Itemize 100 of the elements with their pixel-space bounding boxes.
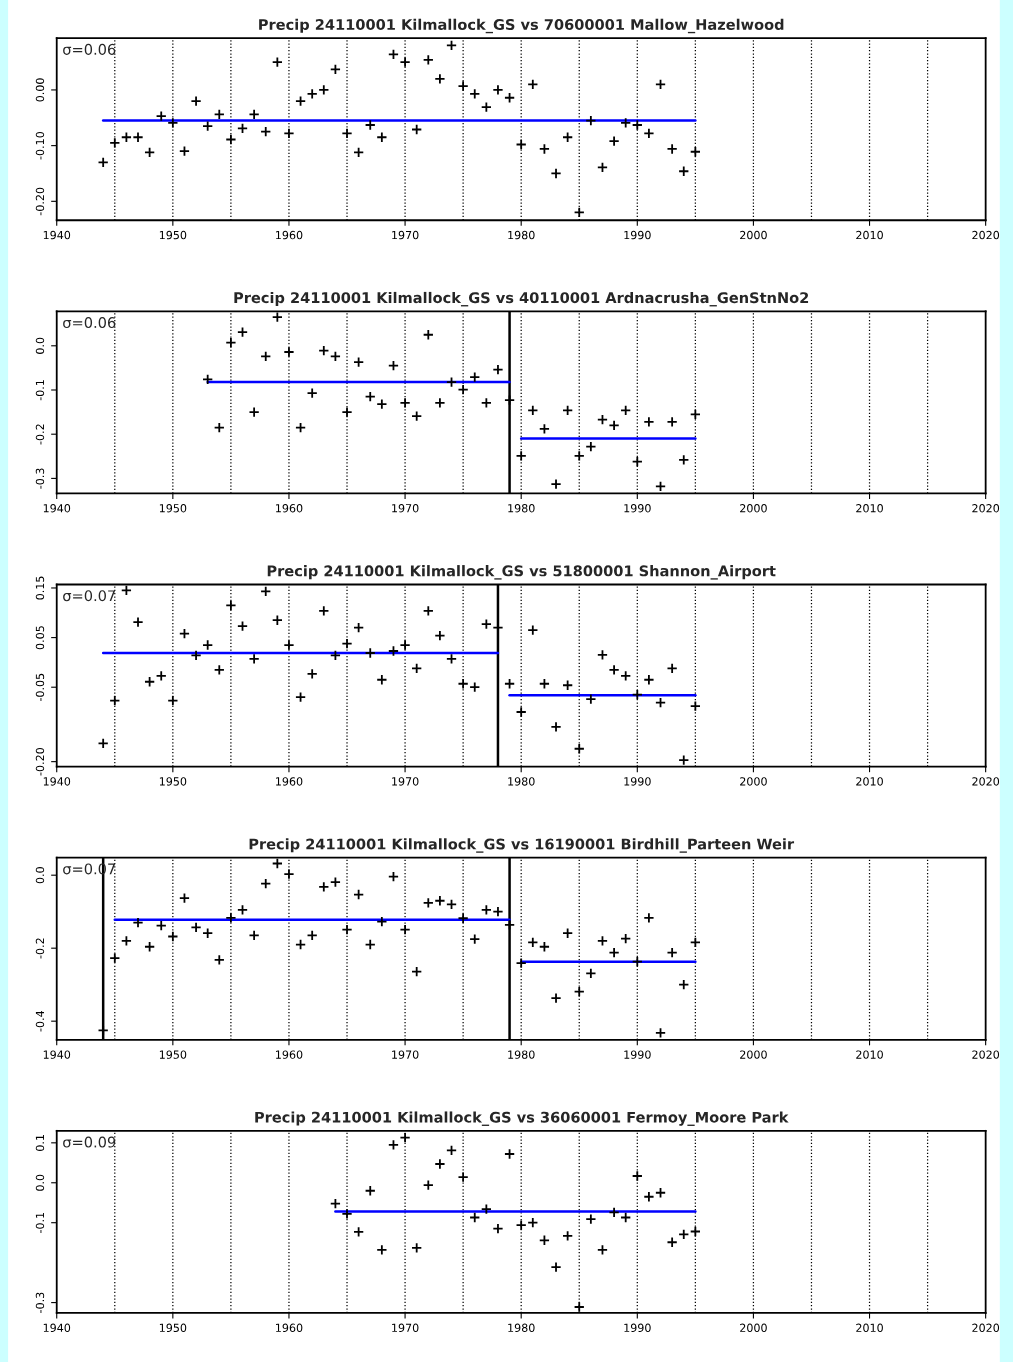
point xyxy=(306,88,318,100)
point xyxy=(202,927,214,939)
point xyxy=(271,614,283,626)
point xyxy=(538,423,550,435)
point xyxy=(608,1206,620,1218)
point xyxy=(190,921,202,933)
point xyxy=(202,120,214,132)
point xyxy=(109,695,121,707)
point xyxy=(167,930,179,943)
point xyxy=(573,1301,585,1313)
point xyxy=(399,56,411,68)
point xyxy=(596,935,609,947)
x-tick-label: 1980 xyxy=(508,777,535,786)
x-tick-label: 2010 xyxy=(856,1050,883,1059)
x-tick-label: 1970 xyxy=(392,777,419,786)
point xyxy=(376,131,388,143)
point xyxy=(109,952,121,964)
point xyxy=(422,605,434,617)
y-tick-label: 0.00 xyxy=(35,78,45,102)
x-tick-label: 1940 xyxy=(43,230,71,240)
y-tick-label: -0.1 xyxy=(35,380,45,401)
point xyxy=(387,48,400,60)
point xyxy=(504,1148,516,1160)
point xyxy=(538,941,550,953)
x-tick-label: 1950 xyxy=(159,230,187,240)
x-tick-label: 1960 xyxy=(276,504,303,513)
point xyxy=(260,350,272,362)
point xyxy=(132,131,144,143)
point xyxy=(631,689,643,701)
point xyxy=(387,645,400,657)
point xyxy=(608,135,620,147)
point xyxy=(387,1139,400,1151)
point xyxy=(666,662,678,674)
point xyxy=(515,706,527,718)
x-tick-label: 1990 xyxy=(624,777,651,786)
x-tick-label: 1960 xyxy=(276,230,303,240)
point xyxy=(654,697,667,709)
point xyxy=(399,924,411,936)
point xyxy=(341,127,353,139)
point xyxy=(550,478,562,490)
point xyxy=(631,1170,643,1182)
point xyxy=(411,662,423,674)
point xyxy=(236,904,249,916)
point xyxy=(562,131,574,143)
point xyxy=(248,406,260,418)
point xyxy=(469,933,481,945)
point xyxy=(538,678,550,690)
point xyxy=(399,1132,411,1144)
point xyxy=(364,647,376,659)
point xyxy=(492,364,504,376)
point xyxy=(132,616,144,628)
point xyxy=(689,700,701,712)
point xyxy=(469,681,481,693)
point xyxy=(434,397,446,409)
point xyxy=(480,1203,492,1215)
x-tick-label: 2010 xyxy=(856,777,883,786)
x-tick-label: 2010 xyxy=(856,1323,883,1332)
x-tick-label: 1970 xyxy=(392,504,419,513)
point xyxy=(643,674,655,686)
y-tick-label: -0.3 xyxy=(35,1292,45,1313)
point xyxy=(422,329,434,341)
x-tick-label: 1940 xyxy=(43,504,71,513)
point xyxy=(585,441,597,453)
annotation: σ=0.06 xyxy=(63,317,116,329)
point xyxy=(445,376,458,388)
point xyxy=(538,143,550,155)
point xyxy=(399,639,411,651)
point xyxy=(306,387,318,399)
point xyxy=(283,639,295,651)
x-tick-label: 1960 xyxy=(276,1323,303,1332)
point xyxy=(213,422,225,434)
point xyxy=(225,133,237,146)
point xyxy=(573,986,585,998)
x-tick-label: 2020 xyxy=(972,1050,1000,1059)
point xyxy=(631,456,643,468)
point xyxy=(411,1242,423,1254)
point xyxy=(353,356,365,368)
point xyxy=(260,878,272,890)
point xyxy=(562,1230,574,1242)
point xyxy=(620,117,632,129)
chart-title: Precip 24110001 Kilmallock_GS vs 51800001 Shannon_Airport xyxy=(267,565,776,580)
point xyxy=(387,871,400,883)
y-tick-label: -0.20 xyxy=(35,748,45,776)
point xyxy=(480,618,492,630)
x-tick-label: 1950 xyxy=(159,777,187,786)
point xyxy=(364,391,376,403)
point xyxy=(654,1027,667,1039)
x-tick-label: 2020 xyxy=(972,777,1000,786)
y-tick-label: 0.0 xyxy=(35,1174,45,1191)
point xyxy=(678,754,690,766)
x-tick-label: 1990 xyxy=(624,1323,651,1332)
point xyxy=(236,122,249,134)
point xyxy=(596,414,609,426)
point xyxy=(457,912,469,924)
point xyxy=(260,126,272,138)
point xyxy=(155,670,167,682)
point xyxy=(492,906,504,918)
point xyxy=(225,337,237,349)
y-tick-label: -0.3 xyxy=(35,468,45,489)
chart-title: Precip 24110001 Kilmallock_GS vs 40110001 Ardnacrusha_GenStnNo2 xyxy=(234,291,809,307)
